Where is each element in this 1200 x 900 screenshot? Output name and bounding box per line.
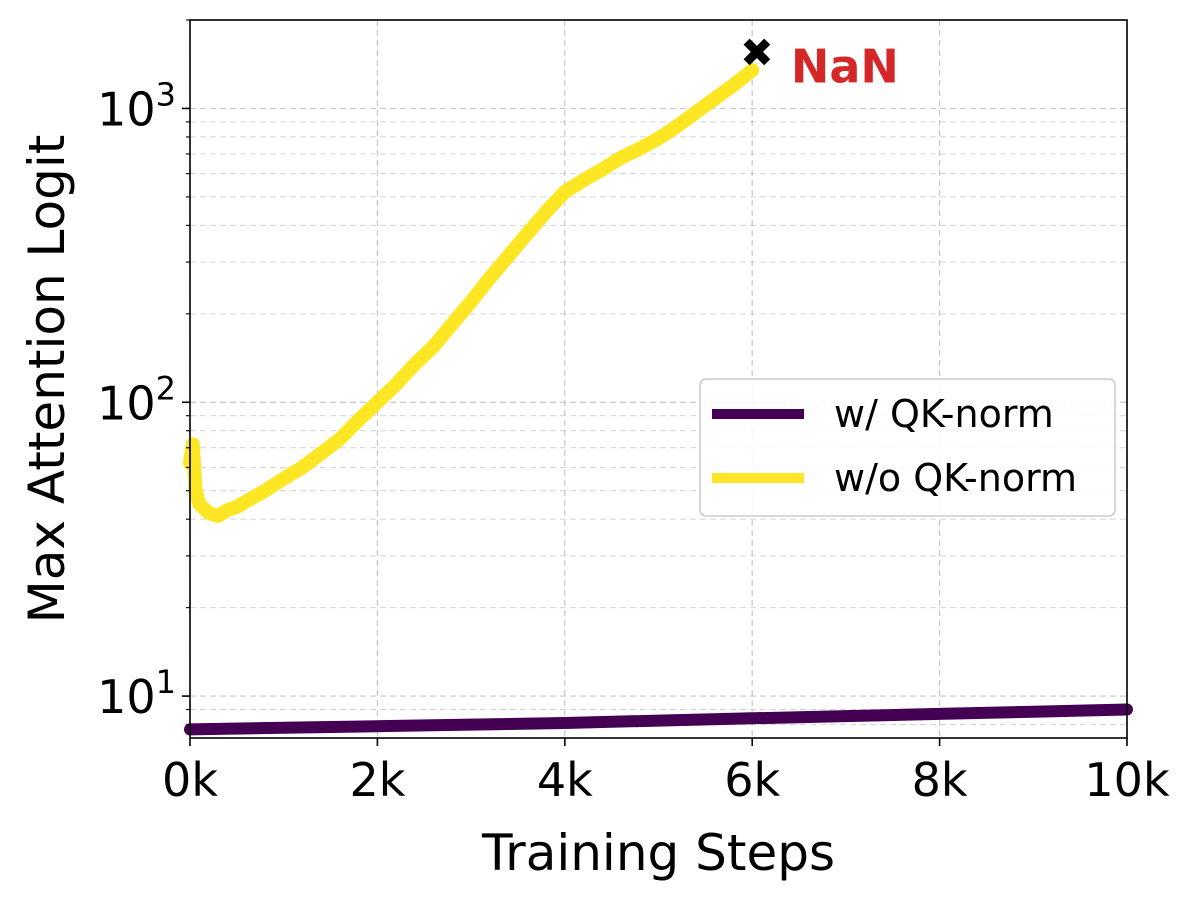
annotation-layer: ✖ NaN <box>740 31 899 94</box>
y-tick-label: 102 <box>97 369 176 430</box>
tick-layer: 0k 2k 4k 6k 8k 10k 101 102 103 <box>97 19 1170 807</box>
x-tick-label: 6k <box>724 753 780 807</box>
series-line-with-qk-norm <box>184 703 1133 736</box>
nan-marker-icon: ✖ <box>740 31 774 77</box>
x-tick-label: 10k <box>1084 753 1170 807</box>
legend-label: w/ QK-norm <box>834 392 1054 436</box>
series-line-without-qk-norm <box>183 63 760 523</box>
series-layer <box>183 63 1133 736</box>
x-tick-label: 8k <box>912 753 968 807</box>
legend: w/ QK-norm w/o QK-norm <box>699 378 1116 517</box>
x-axis-title: Training Steps <box>481 824 835 882</box>
y-axis-title: Max Attention Logit <box>18 135 76 624</box>
x-tick-label: 4k <box>537 753 593 807</box>
legend-label: w/o QK-norm <box>834 456 1077 500</box>
y-tick-label: 103 <box>97 75 176 136</box>
x-tick-label: 0k <box>162 753 218 807</box>
x-tick-label: 2k <box>349 753 405 807</box>
y-tick-label: 101 <box>97 663 176 724</box>
plot-frame <box>189 19 1128 739</box>
nan-label: NaN <box>791 40 899 94</box>
